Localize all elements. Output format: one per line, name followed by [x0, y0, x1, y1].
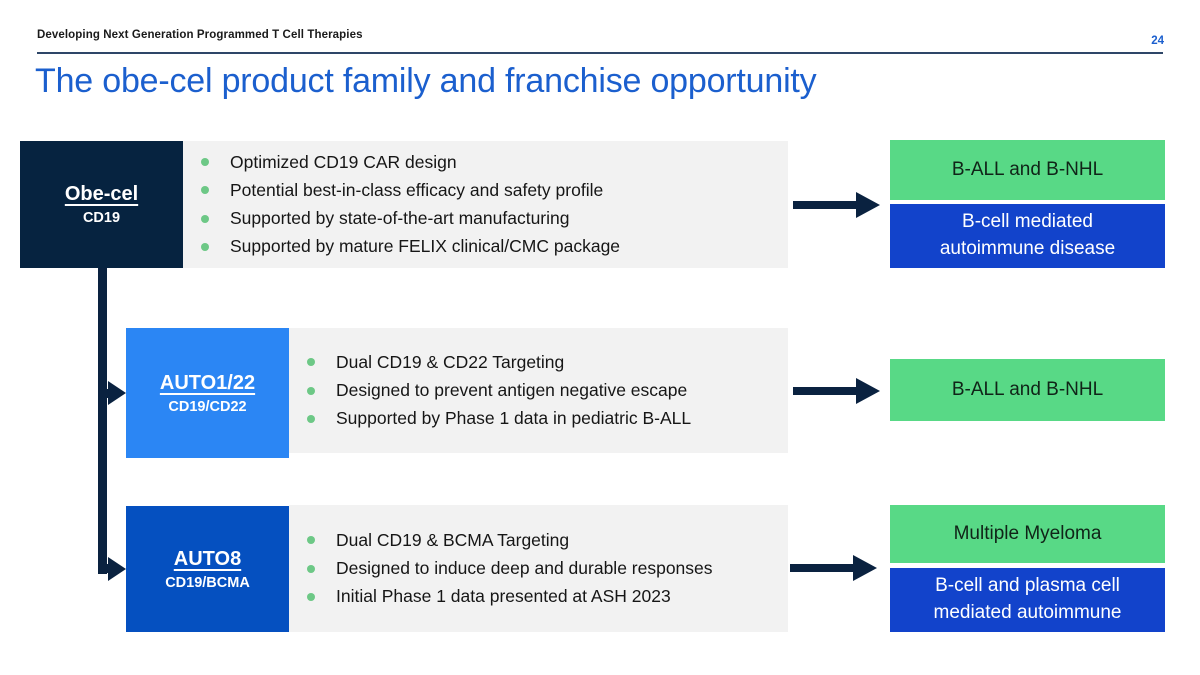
bullet-dot-icon [201, 242, 209, 251]
product-box-auto1-22: AUTO1/22 CD19/CD22 [126, 328, 289, 458]
arrow-head [856, 192, 880, 218]
bullet-dot-icon [307, 386, 315, 395]
outcome-label: B-cell and plasma cell mediated autoimmu… [933, 575, 1122, 623]
bullet-text: Potential best-in-class efficacy and saf… [230, 179, 604, 200]
outcome-label: B-ALL and B-NHL [951, 378, 1104, 400]
bullet-text: Supported by Phase 1 data in pediatric B… [336, 408, 692, 429]
bullet-dot-icon [307, 414, 315, 423]
product-target: CD19 [82, 210, 121, 226]
outcome-box-blue: B-cell mediated autoimmune disease [890, 204, 1165, 268]
arrow-shaft [793, 387, 856, 395]
outcome-label: B-ALL and B-NHL [951, 158, 1104, 180]
product-target: CD19/BCMA [165, 574, 250, 591]
arrow-shaft [790, 564, 853, 572]
arrow-head [853, 555, 877, 581]
bullet-dot-icon [201, 214, 209, 223]
outcome-box-green: B-ALL and B-NHL [890, 140, 1165, 200]
page-number: 24 [1151, 35, 1164, 47]
arrow-right-icon [793, 378, 880, 404]
connector-vertical-line [98, 268, 107, 574]
header-divider [37, 52, 1163, 54]
bullet-item: Potential best-in-class efficacy and saf… [201, 179, 778, 200]
product-target: CD19/CD22 [168, 398, 247, 415]
product-name: AUTO8 [173, 547, 242, 570]
bullet-text: Designed to prevent antigen negative esc… [336, 379, 688, 400]
outcome-box-green: B-ALL and B-NHL [890, 359, 1165, 421]
arrow-shaft [793, 201, 856, 209]
bullet-item: Designed to induce deep and durable resp… [307, 557, 778, 578]
bullet-dot-icon [201, 158, 209, 167]
product-name: Obe-cel [64, 183, 139, 205]
product-box-auto8: AUTO8 CD19/BCMA [126, 506, 289, 632]
bullet-panel-auto8: Dual CD19 & BCMA Targeting Designed to i… [289, 505, 788, 632]
bullet-item: Supported by Phase 1 data in pediatric B… [307, 408, 778, 429]
outcome-label: B-cell mediated autoimmune disease [939, 211, 1116, 259]
bullet-item: Dual CD19 & CD22 Targeting [307, 351, 778, 372]
bullet-item: Optimized CD19 CAR design [201, 151, 778, 172]
bullet-panel-auto1-22: Dual CD19 & CD22 Targeting Designed to p… [289, 328, 788, 453]
outcome-label: Multiple Myeloma [953, 522, 1102, 544]
connector-arrowhead-icon [108, 557, 126, 581]
outcome-box-blue: B-cell and plasma cell mediated autoimmu… [890, 568, 1165, 632]
arrow-head [856, 378, 880, 404]
bullet-text: Supported by state-of-the-art manufactur… [230, 208, 570, 228]
bullet-text: Designed to induce deep and durable resp… [336, 557, 713, 578]
bullet-item: Dual CD19 & BCMA Targeting [307, 529, 778, 550]
slide-eyebrow-text: Developing Next Generation Programmed T … [37, 29, 363, 41]
bullet-text: Supported by mature FELIX clinical/CMC p… [230, 236, 621, 257]
product-name: AUTO1/22 [159, 371, 256, 394]
bullet-text: Optimized CD19 CAR design [230, 151, 457, 172]
arrow-right-icon [793, 192, 880, 218]
bullet-dot-icon [201, 186, 209, 195]
bullet-item: Supported by state-of-the-art manufactur… [201, 208, 778, 228]
slide-title: The obe-cel product family and franchise… [35, 62, 817, 100]
bullet-dot-icon [307, 592, 315, 601]
connector-arrowhead-icon [108, 381, 126, 405]
bullet-item: Designed to prevent antigen negative esc… [307, 379, 778, 400]
bullet-dot-icon [307, 564, 315, 573]
product-box-obe-cel: Obe-cel CD19 [20, 141, 183, 268]
arrow-right-icon [790, 555, 877, 581]
bullet-item: Initial Phase 1 data presented at ASH 20… [307, 586, 778, 607]
outcome-box-green: Multiple Myeloma [890, 505, 1165, 563]
bullet-panel-obe-cel: Optimized CD19 CAR design Potential best… [183, 141, 788, 268]
bullet-dot-icon [307, 536, 315, 545]
bullet-text: Dual CD19 & BCMA Targeting [336, 529, 570, 550]
bullet-text: Initial Phase 1 data presented at ASH 20… [336, 586, 671, 607]
connector-branch-line [98, 564, 110, 573]
bullet-text: Dual CD19 & CD22 Targeting [336, 351, 565, 372]
connector-branch-line [98, 389, 110, 398]
bullet-item: Supported by mature FELIX clinical/CMC p… [201, 236, 778, 257]
bullet-dot-icon [307, 358, 315, 367]
